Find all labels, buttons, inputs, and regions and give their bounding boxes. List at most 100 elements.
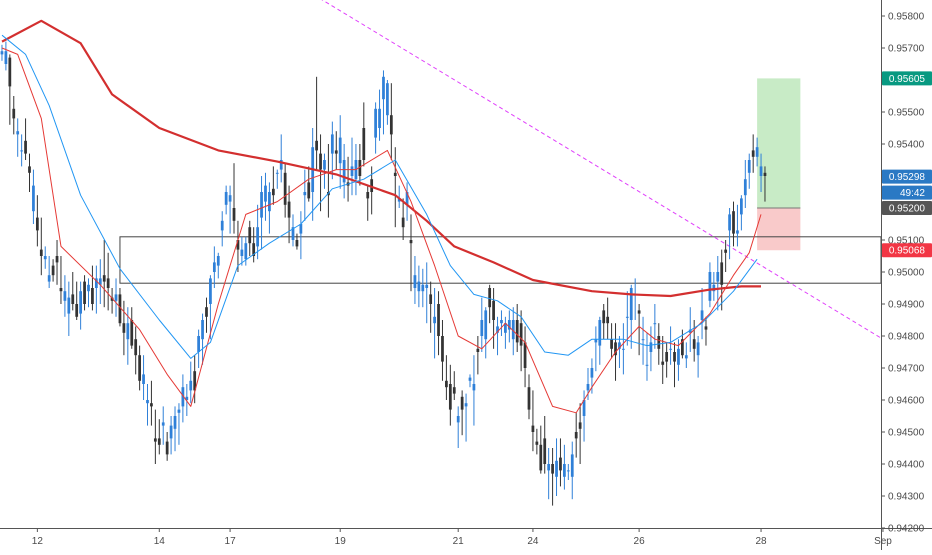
y-tick-label: 0.94800 (888, 332, 925, 343)
x-tick-label: 17 (225, 536, 237, 547)
candle-body (197, 336, 200, 352)
candle (212, 246, 216, 288)
candle-body (212, 262, 216, 272)
time-scale-area (0, 528, 932, 550)
candle-body (728, 214, 731, 231)
candle-body (87, 284, 90, 292)
candle-body (511, 320, 515, 340)
candle-body (665, 352, 669, 362)
candle-body (366, 192, 370, 199)
candle-body (134, 339, 138, 356)
price-tag-bg (882, 71, 932, 86)
candle-body (193, 371, 197, 391)
candle (181, 374, 185, 423)
y-tick-label: 0.95000 (888, 268, 925, 279)
candle-body (382, 76, 385, 100)
candle-body (102, 275, 106, 282)
candle-body (460, 396, 464, 410)
candle (220, 211, 224, 247)
candle-body (378, 108, 381, 128)
candle-body (0, 51, 4, 55)
candle-body (24, 140, 27, 154)
candle (704, 316, 708, 346)
candle (535, 428, 539, 455)
y-tick-label: 0.94600 (888, 396, 925, 407)
candle (244, 236, 248, 266)
candle (197, 329, 200, 368)
candle (452, 371, 456, 400)
candle (504, 316, 507, 349)
candle-body (393, 172, 397, 176)
candle-body (201, 320, 204, 340)
candle (468, 374, 472, 388)
y-tick-label: 0.94700 (888, 364, 925, 375)
candle-body (362, 128, 366, 160)
candle-body (515, 320, 519, 343)
candle (358, 144, 362, 186)
y-tick-label: 0.94500 (888, 428, 925, 439)
candle (456, 406, 460, 448)
x-tick-label: 12 (32, 536, 44, 547)
candle (700, 288, 704, 340)
candle (681, 329, 684, 359)
candle (696, 336, 700, 378)
price-tag-bg (882, 243, 932, 258)
candle-body (12, 108, 16, 119)
candle (102, 240, 106, 308)
candle-body (59, 288, 63, 292)
candle (551, 448, 554, 506)
candle (417, 265, 421, 308)
chart-overlays (119, 0, 884, 340)
moving-average-line-1 (1, 19, 761, 298)
candle (275, 169, 279, 189)
candle (633, 278, 637, 320)
candle (606, 297, 610, 340)
candle-body (232, 208, 236, 221)
candle-body (507, 320, 511, 330)
candle-body (228, 195, 232, 202)
candle-body (248, 227, 252, 244)
candle (519, 310, 523, 372)
candle (35, 195, 39, 247)
candle-body (98, 278, 102, 285)
candle (173, 406, 177, 452)
candle-body (551, 464, 554, 474)
candle (338, 115, 342, 189)
candle-body (370, 179, 374, 192)
candle-body (598, 320, 602, 346)
candle-body (618, 342, 621, 349)
candle (114, 278, 118, 317)
candle (515, 304, 519, 352)
candle-body (374, 108, 377, 138)
candle (157, 419, 161, 455)
candle (445, 355, 448, 400)
candle (189, 361, 193, 404)
price-tag: 0.95068 (882, 243, 932, 258)
candle (622, 323, 625, 375)
candle (728, 208, 731, 260)
price-tag-label: 49:42 (900, 188, 925, 199)
candle-body (724, 249, 728, 253)
candle-body (43, 256, 47, 260)
candle (43, 246, 47, 269)
candle-body (220, 220, 224, 231)
candle-body (700, 310, 704, 320)
price-tag: 0.95200 (882, 201, 932, 215)
candle (264, 172, 267, 221)
candle (71, 272, 75, 311)
candle (252, 227, 256, 263)
candle-body (653, 323, 657, 325)
candle (441, 320, 444, 381)
candle-body (28, 166, 31, 173)
candle-body (177, 409, 181, 413)
candle (409, 214, 413, 292)
candle-body (71, 294, 75, 304)
candle-body (138, 355, 141, 381)
candle-body (106, 278, 110, 288)
candle-body (456, 416, 460, 423)
candle-body (437, 304, 440, 336)
candle-body (704, 326, 708, 330)
candle-body (236, 240, 240, 250)
